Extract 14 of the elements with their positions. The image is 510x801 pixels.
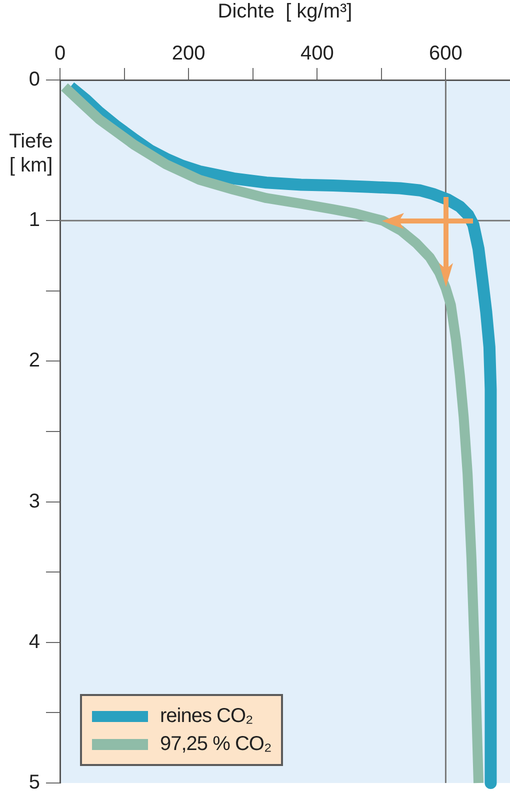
x-tick-label: 200 <box>172 42 206 65</box>
x-tick-label: 0 <box>54 42 66 65</box>
y-axis-title: Tiefe [ km] <box>9 130 53 176</box>
y-tick-label: 3 <box>28 490 40 512</box>
y-tick-label: 2 <box>28 350 40 372</box>
y-tick-label: 1 <box>28 209 40 232</box>
legend-label: 97,25 % CO₂ <box>160 732 272 757</box>
y-tick-label: 5 <box>28 772 40 794</box>
x-tick-label: 600 <box>429 42 462 65</box>
legend-label: reines CO₂ <box>160 704 253 729</box>
y-tick-label: 4 <box>28 630 40 653</box>
y-tick-label: 0 <box>28 68 40 91</box>
x-axis-title: Dichte [ kg/m³] <box>218 0 352 23</box>
x-tick-label: 400 <box>300 42 334 65</box>
